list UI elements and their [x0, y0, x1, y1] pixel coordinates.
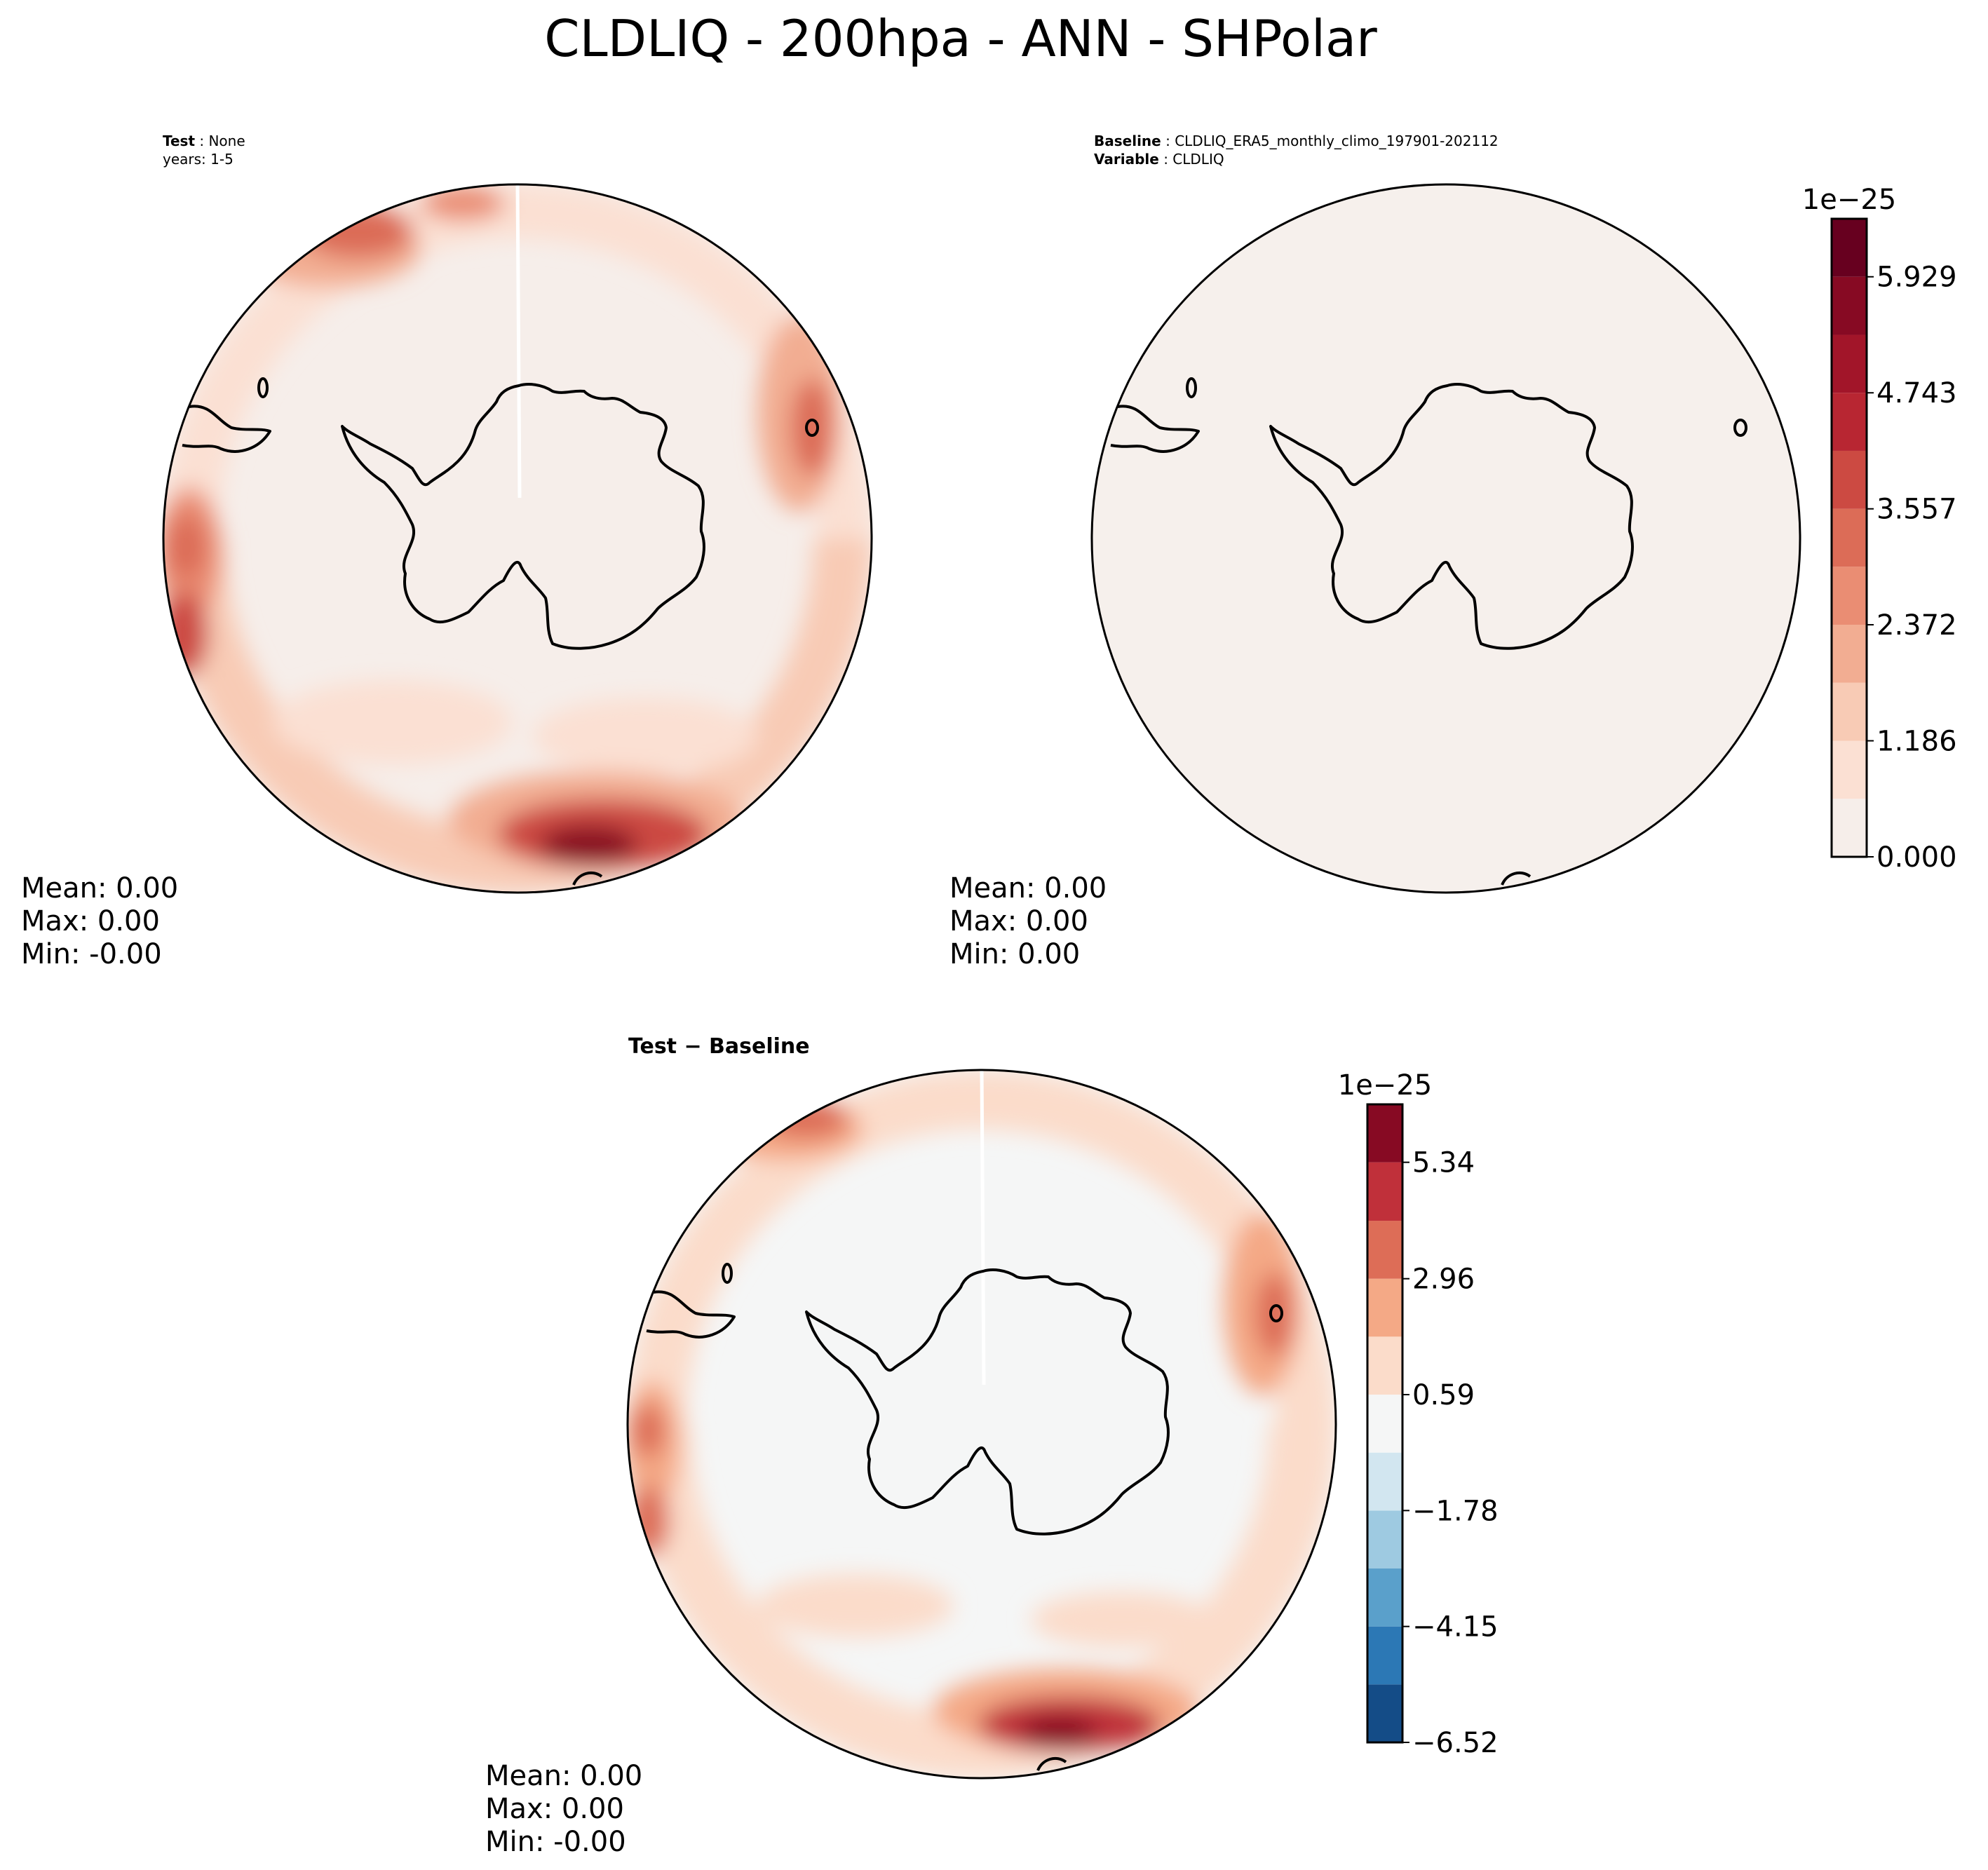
test-sep: : — [195, 133, 208, 149]
baseline-colorbar: 0.000 1.186 2.372 3.557 4.743 5.929 1e−25 — [1802, 184, 1957, 874]
cb2-segment — [1367, 1104, 1402, 1163]
cb2-segment — [1367, 1336, 1402, 1395]
baseline-variable: Variable : CLDLIQ — [1094, 151, 1224, 168]
baseline-header: Baseline : CLDLIQ_ERA5_monthly_climo_197… — [1094, 133, 1499, 149]
cb1-segment — [1832, 334, 1867, 393]
baseline-coastline — [1110, 377, 1747, 886]
cb1-segment — [1832, 219, 1867, 277]
cb1-exponent: 1e−25 — [1802, 184, 1896, 216]
cb1-segment — [1832, 276, 1867, 335]
diff-stat-max: Max: 0.00 — [485, 1793, 624, 1825]
test-years: years: 1-5 — [163, 151, 234, 168]
cb2-exponent: 1e−25 — [1338, 1069, 1432, 1102]
diff-stat-mean: Mean: 0.00 — [485, 1760, 642, 1792]
baseline-variable-sep: : — [1159, 151, 1172, 168]
baseline-sep: : — [1161, 133, 1175, 149]
cb1-segment — [1832, 799, 1867, 857]
cb1-tick-label: 5.929 — [1877, 262, 1957, 294]
test-panel: Test : None years: 1-5 — [21, 133, 873, 970]
cb2-segment — [1367, 1278, 1402, 1337]
cb1-tick-label: 0.000 — [1877, 841, 1957, 874]
cb2-tick-label: −6.52 — [1412, 1727, 1499, 1759]
baseline-label: Baseline — [1094, 133, 1161, 149]
test-stat-max: Max: 0.00 — [21, 905, 160, 937]
diff-panel: Test − Baseline — [485, 1034, 1499, 1858]
figure-title: CLDLIQ - 200hpa - ANN - SHPolar — [544, 9, 1377, 68]
baseline-stat-mean: Mean: 0.00 — [949, 872, 1107, 904]
test-stat-min: Min: -0.00 — [21, 938, 162, 970]
cb2-tick-label: −1.78 — [1412, 1495, 1499, 1527]
cb2-segment — [1367, 1684, 1402, 1742]
diff-map — [628, 1070, 1336, 1778]
baseline-variable-value: CLDLIQ — [1172, 151, 1224, 168]
cb2-segment — [1367, 1221, 1402, 1279]
baseline-stat-min: Min: 0.00 — [949, 938, 1080, 970]
baseline-map — [1092, 184, 1800, 893]
test-label: Test — [163, 133, 195, 149]
test-map — [163, 184, 872, 893]
cb1-tick-label: 4.743 — [1877, 377, 1957, 409]
cb1-segment — [1832, 567, 1867, 625]
cb1-segment — [1832, 682, 1867, 741]
baseline-stat-max: Max: 0.00 — [949, 905, 1088, 937]
cb1-segment — [1832, 625, 1867, 683]
cb1-tick-label: 3.557 — [1877, 494, 1957, 526]
cb1-tick-label: 1.186 — [1877, 726, 1957, 758]
baseline-value: CLDLIQ_ERA5_monthly_climo_197901-202112 — [1175, 133, 1498, 149]
cb2-tick-label: 0.59 — [1412, 1379, 1475, 1411]
cb1-segment — [1832, 740, 1867, 799]
diff-stat-min: Min: -0.00 — [485, 1826, 626, 1858]
diff-colorbar: −6.52 −4.15 −1.78 0.59 2.96 5.34 1e−25 — [1338, 1069, 1499, 1759]
test-stat-mean: Mean: 0.00 — [21, 872, 178, 904]
cb2-tick-label: −4.15 — [1412, 1611, 1499, 1644]
baseline-map-boundary — [1090, 183, 1801, 894]
cb1-segment — [1832, 508, 1867, 567]
test-map-boundary — [162, 183, 873, 894]
cb1-segment — [1832, 450, 1867, 509]
baseline-panel: Baseline : CLDLIQ_ERA5_monthly_climo_197… — [949, 133, 1957, 970]
cb2-segment — [1367, 1452, 1402, 1511]
baseline-variable-label: Variable — [1094, 151, 1159, 168]
cb2-segment — [1367, 1162, 1402, 1221]
test-header: Test : None — [163, 133, 245, 149]
cb1-segment — [1832, 393, 1867, 451]
test-coastline — [182, 377, 819, 886]
cb2-tick-label: 5.34 — [1412, 1147, 1475, 1179]
diff-title: Test − Baseline — [628, 1034, 810, 1059]
cb2-outline — [1366, 1103, 1404, 1744]
cb2-segment — [1367, 1626, 1402, 1685]
cb2-tick-label: 2.96 — [1412, 1263, 1475, 1296]
cb2-segment — [1367, 1569, 1402, 1627]
diff-map-boundary — [626, 1069, 1337, 1780]
diff-coastline — [646, 1263, 1283, 1771]
test-value: None — [208, 133, 245, 149]
cb2-segment — [1367, 1395, 1402, 1453]
cb2-segment — [1367, 1510, 1402, 1569]
cb1-tick-label: 2.372 — [1877, 609, 1957, 642]
cb1-outline — [1830, 217, 1868, 858]
